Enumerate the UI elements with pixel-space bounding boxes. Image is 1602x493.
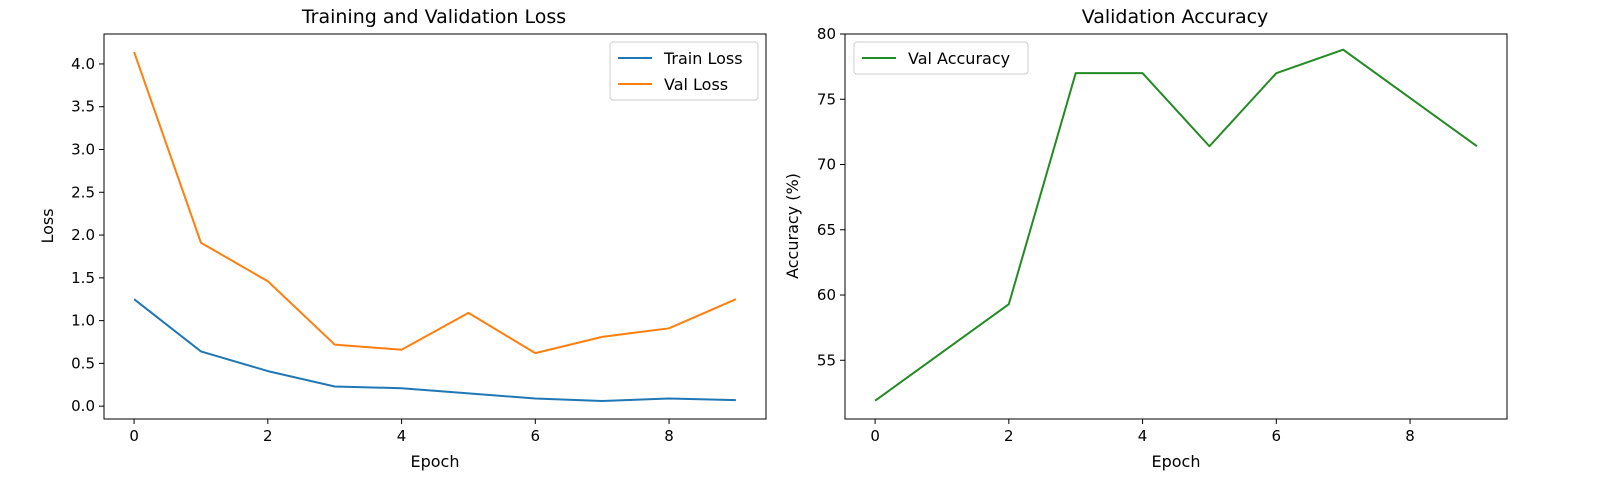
accuracy-legend: Val Accuracy: [853, 41, 1029, 75]
y-tick-label: 3.5: [71, 98, 95, 116]
y-tick-label: 4.0: [71, 55, 95, 73]
y-tick-label: 2.5: [71, 183, 95, 201]
x-tick-label: 6: [531, 427, 541, 445]
loss-legend-box: [609, 41, 759, 101]
x-tick-label: 4: [397, 427, 407, 445]
x-tick-label: 2: [1004, 427, 1014, 445]
legend-label-val-loss: Val Loss: [664, 75, 728, 94]
y-tick-label: 60: [817, 286, 836, 304]
x-tick-label: 8: [1405, 427, 1415, 445]
loss-chart-title: Training and Validation Loss: [301, 6, 566, 28]
accuracy-y-axis-label: Accuracy (%): [783, 173, 802, 279]
legend-label-train-loss: Train Loss: [663, 49, 743, 68]
legend-label-val-accuracy: Val Accuracy: [908, 49, 1010, 68]
loss-series: [133, 51, 737, 403]
accuracy-x-axis-ticks: 0 2 4 6 8: [870, 419, 1415, 445]
x-tick-label: 0: [129, 427, 139, 445]
loss-x-axis-label: Epoch: [411, 452, 460, 471]
y-tick-label: 75: [817, 90, 836, 108]
y-tick-label: 2.0: [71, 226, 95, 244]
series-line-val-accuracy: [874, 48, 1478, 402]
y-tick-label: 1.0: [71, 312, 95, 330]
y-tick-label: 0.0: [71, 397, 95, 415]
y-tick-label: 55: [817, 351, 836, 369]
loss-x-axis-ticks: 0 2 4 6 8: [129, 419, 674, 445]
y-tick-label: 3.0: [71, 141, 95, 159]
series-line-train-loss: [133, 298, 736, 403]
x-tick-label: 0: [870, 427, 880, 445]
accuracy-series: [874, 48, 1478, 402]
accuracy-y-axis-ticks: 55 60 65 70 75 80: [817, 25, 845, 369]
loss-legend: Train Loss Val Loss: [609, 41, 759, 101]
loss-y-axis-label: Loss: [38, 208, 57, 243]
y-tick-label: 80: [817, 25, 836, 43]
x-tick-label: 2: [263, 427, 273, 445]
loss-y-axis-ticks: 0.0 0.5 1.0 1.5 2.0 2.5 3.0 3.5 4.0: [71, 55, 104, 415]
y-tick-label: 70: [817, 156, 836, 174]
accuracy-x-axis-label: Epoch: [1152, 452, 1201, 471]
x-tick-label: 4: [1138, 427, 1148, 445]
accuracy-chart-title: Validation Accuracy: [1082, 6, 1269, 28]
accuracy-chart: Validation Accuracy 0 2 4 6 8 55 60 65 70 75 80 E…: [783, 6, 1508, 471]
series-line-val-loss: [133, 51, 737, 355]
y-tick-label: 0.5: [71, 354, 95, 372]
accuracy-plot-frame: [844, 33, 1508, 420]
x-tick-label: 6: [1272, 427, 1282, 445]
x-tick-label: 8: [664, 427, 674, 445]
accuracy-legend-box: [853, 41, 1029, 75]
y-tick-label: 1.5: [71, 269, 95, 287]
y-tick-label: 65: [817, 221, 836, 239]
